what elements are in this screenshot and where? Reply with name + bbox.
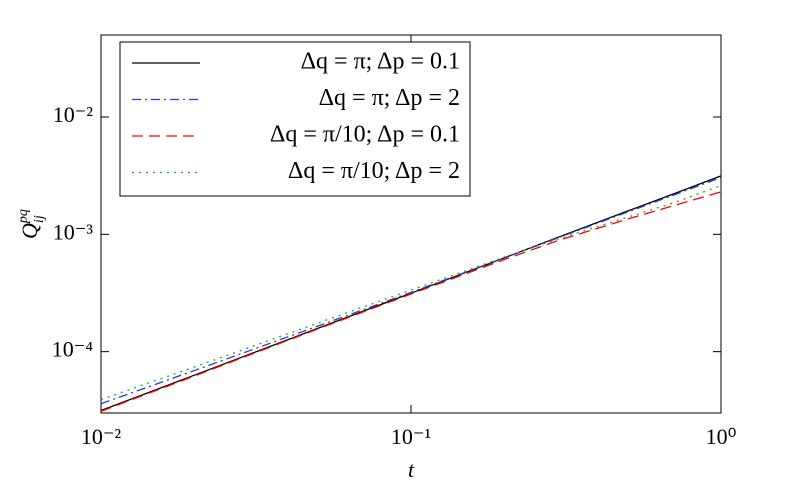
legend-label: Δq = π/10; Δp = 2 bbox=[288, 158, 460, 184]
x-tick-label: 10⁻¹ bbox=[391, 424, 431, 449]
y-axis-label: Qpqij bbox=[16, 209, 47, 239]
legend-box bbox=[119, 41, 471, 197]
series-line bbox=[100, 185, 722, 401]
series-line bbox=[100, 191, 722, 412]
y-tick-label: 10⁻³ bbox=[53, 219, 94, 244]
series-line bbox=[100, 175, 722, 412]
legend-label: Δq = π/10; Δp = 0.1 bbox=[270, 122, 460, 148]
y-tick-label: 10⁻² bbox=[53, 102, 94, 127]
x-tick-label: 10⁰ bbox=[706, 424, 737, 449]
y-axis-label-text: Qpqij bbox=[16, 209, 47, 239]
y-label-sup: pq bbox=[16, 209, 31, 224]
legend-label: Δq = π; Δp = 0.1 bbox=[301, 49, 460, 75]
series-line bbox=[100, 176, 722, 405]
y-tick-label: 10⁻⁴ bbox=[52, 337, 94, 362]
y-label-main: Q bbox=[17, 223, 42, 239]
x-tick-label: 10⁻² bbox=[81, 424, 122, 449]
x-axis-label: t bbox=[408, 457, 415, 482]
legend-label: Δq = π; Δp = 2 bbox=[319, 85, 460, 111]
y-label-sub: ij bbox=[32, 215, 47, 223]
